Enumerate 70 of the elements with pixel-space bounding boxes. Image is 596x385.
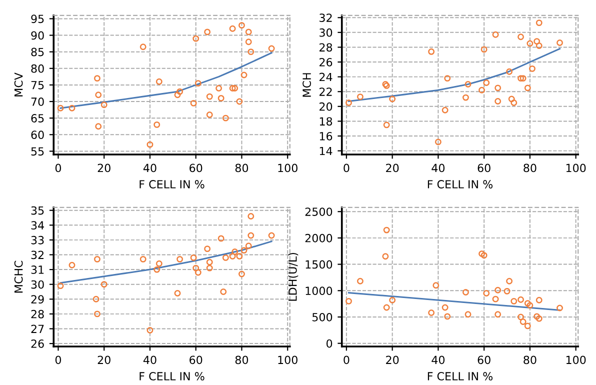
- y-tick-label: 0: [326, 339, 332, 348]
- y-axis-title: LDH(U/L): [288, 252, 298, 301]
- y-tick-label: 14: [320, 146, 332, 156]
- x-tick-label: 0: [344, 164, 350, 172]
- y-tick-label: 1500: [306, 260, 332, 269]
- y-tick-label: 33: [31, 236, 44, 244]
- x-tick-label: 100: [278, 164, 298, 172]
- x-axis-title: F CELL IN %: [428, 372, 493, 380]
- line-series: [348, 48, 561, 102]
- y-tick-label: 2500: [305, 208, 332, 216]
- x-tick-label: 40: [432, 164, 445, 172]
- y-tick-label: 55: [31, 147, 44, 156]
- y-tick-label: 2000: [305, 234, 332, 242]
- y-tick-label: 500: [312, 312, 332, 322]
- x-tick-label: 0: [55, 164, 62, 172]
- y-tick-label: 28: [320, 43, 332, 52]
- y-tick-label: 32: [320, 14, 332, 22]
- x-tick-label: 60: [190, 164, 202, 172]
- y-tick-label: 28: [31, 310, 44, 318]
- y-tick-label: 85: [31, 48, 44, 56]
- y-tick-label: 30: [31, 280, 44, 289]
- x-tick-label: 60: [478, 164, 490, 172]
- y-tick-label: 18: [320, 117, 332, 126]
- x-tick-label: 100: [566, 356, 586, 364]
- y-tick-label: 34: [31, 221, 44, 230]
- x-tick-label: 60: [478, 356, 490, 364]
- y-tick-label: 22: [320, 88, 332, 96]
- x-tick-label: 0: [55, 356, 62, 364]
- y-tick-label: 27: [31, 324, 44, 333]
- y-tick-label: 75: [31, 81, 44, 90]
- y-tick-label: 1000: [306, 286, 332, 296]
- x-tick-label: 40: [143, 356, 156, 364]
- y-tick-label: 60: [31, 130, 44, 140]
- line-series: [60, 52, 272, 109]
- x-tick-label: 20: [386, 164, 399, 172]
- y-tick-label: 26: [320, 58, 332, 66]
- y-tick-label: 16: [320, 132, 332, 140]
- y-tick-label: 30: [320, 28, 332, 37]
- y-tick-label: 20: [320, 102, 332, 111]
- x-tick-label: 20: [98, 164, 110, 172]
- x-tick-label: 20: [98, 356, 110, 364]
- y-tick-label: 65: [31, 114, 44, 122]
- y-tick-label: 35: [31, 206, 44, 215]
- x-tick-label: 40: [143, 164, 156, 172]
- y-tick-label: 24: [320, 72, 332, 82]
- y-tick-label: 29: [31, 295, 44, 304]
- x-tick-label: 80: [524, 356, 536, 364]
- y-axis-title: MCV: [14, 72, 23, 96]
- y-tick-label: 70: [31, 97, 44, 106]
- x-tick-label: 80: [524, 164, 536, 172]
- x-tick-label: 100: [566, 164, 586, 172]
- x-tick-label: 40: [432, 356, 445, 364]
- y-axis-title: MCHC: [14, 260, 23, 293]
- y-tick-label: 26: [31, 340, 44, 348]
- x-axis-title: F CELL IN %: [428, 180, 493, 188]
- x-tick-label: 80: [235, 356, 248, 364]
- line-series: [60, 240, 272, 284]
- x-tick-label: 100: [278, 356, 298, 364]
- x-axis-title: F CELL IN %: [140, 180, 204, 188]
- y-tick-label: 31: [31, 266, 44, 274]
- y-axis-title: MCH: [302, 73, 311, 97]
- y-tick-label: 90: [31, 31, 44, 40]
- x-tick-label: 80: [235, 164, 248, 172]
- x-tick-label: 60: [190, 356, 202, 364]
- x-tick-label: 20: [386, 356, 399, 364]
- x-axis-title: F CELL IN %: [140, 372, 204, 380]
- y-tick-label: 80: [31, 64, 44, 73]
- y-tick-label: 95: [31, 14, 44, 24]
- x-tick-label: 0: [344, 356, 350, 364]
- y-tick-label: 32: [31, 250, 44, 260]
